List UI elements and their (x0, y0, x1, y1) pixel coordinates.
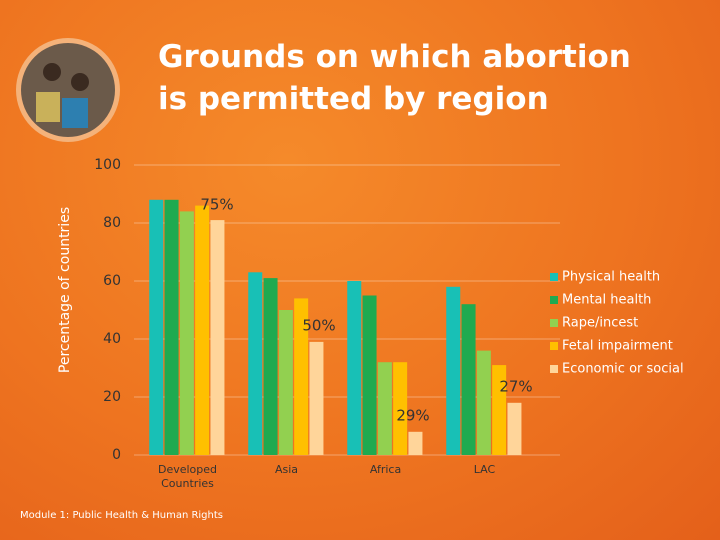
bar (461, 304, 476, 455)
y-tick-label: 40 (103, 331, 121, 347)
bar (278, 310, 293, 455)
chart-title: Grounds on which abortion is permitted b… (158, 39, 631, 117)
photo-detail (36, 92, 60, 122)
photo-detail (43, 63, 61, 81)
legend-swatch (550, 296, 558, 304)
bar (476, 350, 491, 455)
y-tick-label: 80 (103, 215, 121, 231)
legend-swatch (550, 273, 558, 281)
legend-swatch (550, 319, 558, 327)
y-tick-label: 20 (103, 389, 121, 405)
legend-swatch (550, 342, 558, 350)
legend-label: Economic or social (562, 362, 684, 377)
bar (149, 199, 164, 455)
bar (179, 211, 194, 455)
y-tick-label: 0 (112, 447, 121, 463)
legend-swatch (550, 365, 558, 373)
legend-label: Fetal impairment (562, 339, 673, 354)
bar (377, 362, 392, 455)
annotation: 75% (200, 196, 233, 214)
bar (446, 286, 461, 455)
bar (492, 365, 507, 455)
photo-detail (71, 73, 89, 91)
x-tick-label: Africa (369, 463, 402, 476)
y-axis-label: Percentage of countries (57, 207, 73, 373)
bar (347, 281, 362, 455)
legend-label: Physical health (562, 270, 660, 285)
legend-label: Rape/incest (562, 316, 638, 331)
x-tick-label: Asia (274, 463, 299, 476)
bar (393, 362, 408, 455)
bar (294, 298, 309, 455)
bar (507, 402, 522, 455)
bar (164, 199, 179, 455)
footer: Module 1: Public Health & Human Rights (20, 510, 224, 521)
legend-label: Mental health (562, 293, 651, 308)
x-tick-label: LAC (473, 463, 496, 476)
y-tick-label: 100 (94, 157, 121, 173)
annotation: 27% (499, 378, 532, 396)
bar (362, 295, 377, 455)
annotation: 50% (302, 317, 335, 335)
bar (263, 278, 278, 455)
bar (248, 272, 263, 455)
annotation: 29% (396, 407, 429, 425)
bar (309, 341, 324, 455)
bar (195, 205, 210, 455)
bar (408, 431, 423, 455)
x-tick-label: Developed Countries (157, 463, 218, 490)
bar (210, 220, 225, 455)
y-tick-label: 60 (103, 273, 121, 289)
photo-detail (62, 98, 88, 128)
